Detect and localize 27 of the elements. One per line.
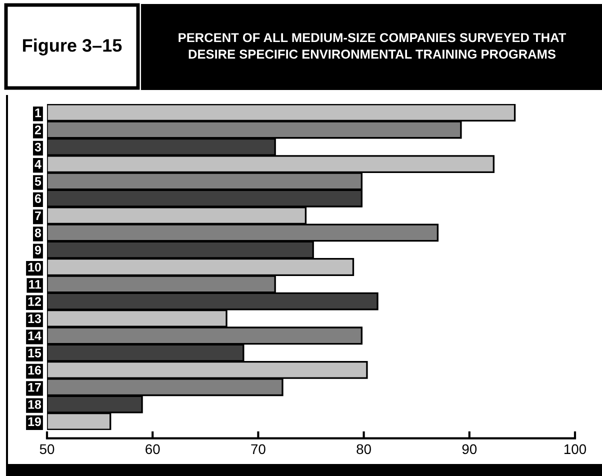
y-tick-label: 11 (29, 280, 42, 289)
y-tick-label: 6 (34, 194, 41, 204)
x-tick-label: 80 (356, 444, 371, 454)
chart-subtitle: PERCENT OF ALL MEDIUM-SIZE COMPANIES SURVEYED THAT DESIRE SPECIFIC ENVIRONMENTAL TRAINING PROGRAMS (178, 33, 566, 59)
x-tick-label: 100 (564, 444, 586, 454)
x-tick-label: 90 (462, 444, 477, 454)
y-tick-label: 14 (28, 332, 42, 340)
y-tick-label: 12 (28, 297, 41, 306)
x-tick-label: 50 (40, 444, 54, 454)
y-tick-label: 8 (34, 228, 42, 238)
y-tick-label: 17 (28, 383, 41, 392)
y-tick-label: 2 (34, 126, 41, 134)
y-tick-label: 7 (35, 211, 41, 220)
chart-title: Figure 3–15 (23, 38, 122, 56)
y-tick-label: 10 (28, 262, 41, 272)
y-tick-label: 1 (35, 108, 42, 118)
y-tick-label: 4 (34, 160, 42, 169)
y-tick-label: 9 (34, 246, 41, 254)
y-tick-label: 15 (28, 348, 42, 358)
x-tick-label: 60 (146, 444, 160, 454)
y-tick-label: 18 (28, 400, 42, 409)
y-tick-label: 16 (28, 366, 41, 375)
y-tick-label: 3 (34, 142, 41, 152)
y-tick-label: 13 (28, 314, 41, 324)
x-tick-label: 70 (251, 444, 266, 454)
y-tick-label: 5 (34, 177, 42, 186)
y-tick-label: 19 (28, 417, 41, 426)
